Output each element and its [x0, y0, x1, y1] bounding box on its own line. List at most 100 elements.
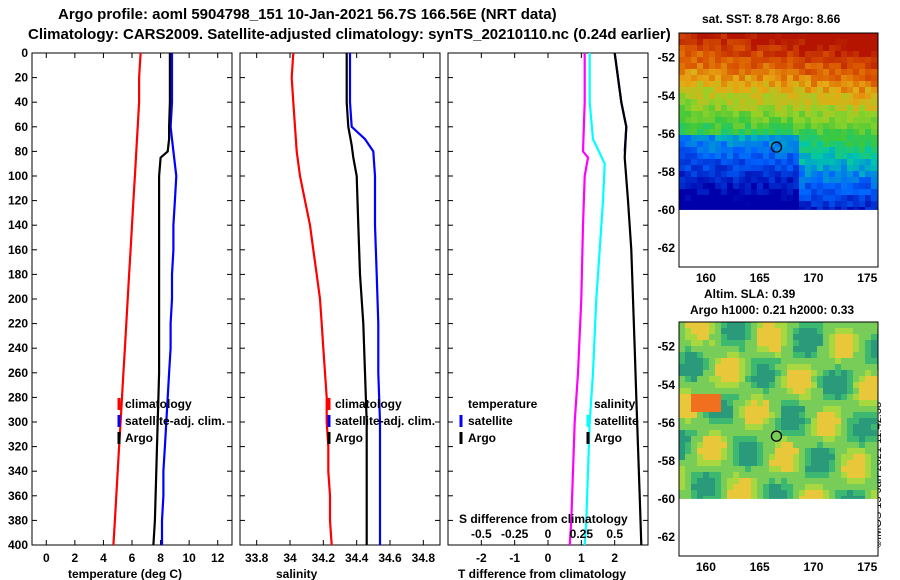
sla-map-cell [823, 448, 829, 454]
sst-map-cell [679, 117, 685, 123]
sla-map-cell [859, 424, 865, 430]
sst-map-cell [811, 69, 817, 75]
sla-map-cell [739, 364, 745, 370]
depth-tick-label: 320 [8, 440, 28, 454]
sla-map-cell [739, 436, 745, 442]
sst-map-cell [841, 117, 847, 123]
sla-map-cell [835, 322, 841, 328]
sst-map-cell [685, 51, 691, 57]
sst-map-cell [793, 207, 799, 210]
sla-map-cell [691, 376, 697, 382]
sst-map-cell [841, 159, 847, 165]
sst-map-cell [769, 63, 775, 69]
sst-map-lon-label: 160 [696, 271, 716, 285]
sla-map-cell [727, 460, 733, 466]
sla-map-cell [859, 460, 865, 466]
sst-map-cell [703, 183, 709, 189]
sst-map-cell [685, 153, 691, 159]
sla-map-cell [733, 322, 739, 328]
sla-map-cell [727, 328, 733, 334]
sla-map-cell [799, 394, 805, 400]
sla-map-cell [715, 340, 721, 346]
sla-map-cell [697, 364, 703, 370]
sla-map-cell [817, 418, 823, 424]
sst-map-cell [697, 171, 703, 177]
sla-map-cell [775, 436, 781, 442]
sla-map-cell [865, 394, 871, 400]
sst-map-cell [787, 153, 793, 159]
sst-map-cell [733, 75, 739, 81]
sla-map-cell [757, 388, 763, 394]
sst-map-cell [817, 171, 823, 177]
sst-map-cell [847, 129, 853, 135]
sst-map-cell [751, 87, 757, 93]
sla-map-cell [811, 424, 817, 430]
sla-map-cell [757, 322, 763, 328]
sst-map-cell [871, 123, 877, 129]
sla-map-cell [811, 406, 817, 412]
difference-xtick-label: 2 [611, 551, 618, 565]
sla-map-cell [781, 448, 787, 454]
sla-map-title: Altim. SLA: 0.39 [704, 287, 796, 301]
sla-map-cell [775, 430, 781, 436]
sla-map-cell [799, 472, 805, 478]
sst-map-title: sat. SST: 8.78 Argo: 8.66 [702, 12, 841, 26]
sla-map-cell [775, 424, 781, 430]
sst-map-cell [859, 93, 865, 99]
sla-map-cell [763, 388, 769, 394]
sst-map-cell [733, 135, 739, 141]
sst-map-cell [871, 87, 877, 93]
sla-map-cell [751, 460, 757, 466]
sst-map-cell [685, 105, 691, 111]
sla-map-cell [739, 424, 745, 430]
sla-map-cell [727, 370, 733, 376]
sst-map-cell [853, 165, 859, 171]
sla-map-cell [697, 394, 703, 400]
sla-map-cell [679, 436, 685, 442]
sst-map-cell [757, 87, 763, 93]
sla-map-cell [763, 334, 769, 340]
sst-map-cell [763, 141, 769, 147]
sla-map-cell [769, 334, 775, 340]
sst-map-cell [781, 45, 787, 51]
sla-map-cell [691, 406, 697, 412]
sla-map-cell [817, 406, 823, 412]
sla-map-cell [793, 430, 799, 436]
sla-map-cell [721, 430, 727, 436]
sst-map-cell [679, 39, 685, 45]
sla-map-cell [865, 490, 871, 496]
sla-map-cell [781, 442, 787, 448]
sla-map-cell [733, 382, 739, 388]
sla-map-cell [697, 466, 703, 472]
sst-map-cell [787, 123, 793, 129]
sla-map-cell [727, 478, 733, 484]
sst-map-cell [727, 177, 733, 183]
sst-map-cell [799, 57, 805, 63]
sst-map-cell [817, 195, 823, 201]
sla-map-cell [781, 478, 787, 484]
sla-map-cell [751, 334, 757, 340]
sla-map-cell [787, 322, 793, 328]
sst-map-cell [817, 45, 823, 51]
temperature-xtick-label: 10 [182, 551, 196, 565]
sst-map-cell [763, 63, 769, 69]
sla-map-cell [703, 364, 709, 370]
sst-map-cell [799, 171, 805, 177]
sst-map-cell [727, 123, 733, 129]
sst-map-cell [835, 63, 841, 69]
sla-map-cell [805, 460, 811, 466]
sla-map-cell [733, 454, 739, 460]
sla-map-cell [853, 340, 859, 346]
sst-map-cell [697, 141, 703, 147]
sst-map-cell [835, 153, 841, 159]
sla-map-cell [847, 370, 853, 376]
sst-map-cell [691, 201, 697, 207]
sst-map-cell [691, 177, 697, 183]
sla-map-cell [685, 448, 691, 454]
sla-map-cell [757, 376, 763, 382]
sst-map-cell [835, 123, 841, 129]
sst-map-cell [691, 45, 697, 51]
sla-map-cell [823, 418, 829, 424]
sst-map-cell [775, 39, 781, 45]
sst-map-cell [829, 117, 835, 123]
